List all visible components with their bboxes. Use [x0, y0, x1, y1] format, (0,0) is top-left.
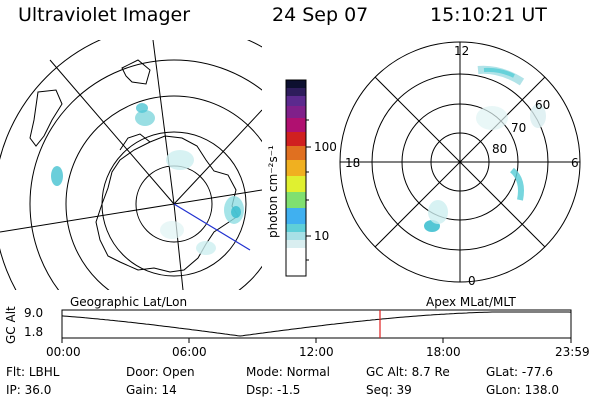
- aurora-emission-left: [51, 103, 244, 255]
- mlt-label-0: 0: [468, 274, 476, 288]
- status-gc-alt: GC Alt: 8.7 Re: [366, 365, 450, 379]
- mlt-label-6: 6: [571, 156, 579, 170]
- aurora-emission-right: [424, 65, 546, 232]
- colorbar-tick-10: 10: [314, 229, 330, 243]
- gc-altitude-plot: [61, 309, 572, 343]
- mlat-label-60: 60: [535, 98, 551, 112]
- timeline-ytick-min: 1.8: [24, 325, 44, 339]
- colorbar-unit-label: photon cm⁻²s⁻¹: [266, 145, 280, 238]
- lat-ring: [29, 59, 262, 290]
- status-door: Door: Open: [126, 365, 195, 379]
- colorbar: [285, 79, 311, 277]
- status-filter: Flt: LBHL: [6, 365, 60, 379]
- mlt-polar-plot: [339, 41, 581, 283]
- time-label: 15:10:21 UT: [430, 4, 547, 26]
- status-mode: Mode: Normal: [246, 365, 330, 379]
- timeline-frame: [61, 309, 572, 339]
- timeline-axis-title: GC Alt: [4, 306, 18, 344]
- look-direction-line: [173, 203, 251, 251]
- meridian-line: [49, 59, 175, 205]
- mlt-diagonal-line: [374, 76, 546, 248]
- meridian-line: [173, 203, 184, 290]
- meridian-line: [173, 189, 262, 205]
- status-gain: Gain: 14: [126, 383, 177, 397]
- mlat-label-70: 70: [511, 121, 527, 135]
- south-america-outline: [29, 89, 63, 147]
- timeline-ytick-max: 9.0: [24, 306, 44, 320]
- status-glon: GLon: 138.0: [486, 383, 559, 397]
- status-ip: IP: 36.0: [6, 383, 52, 397]
- timeline-xtick-1800: 18:00: [426, 345, 461, 359]
- mlt-label-18: 18: [345, 156, 361, 170]
- antarctica-coastline: [95, 135, 239, 273]
- mlat-label-80: 80: [492, 142, 508, 156]
- instrument-title: Ultraviolet Imager: [18, 4, 191, 26]
- timeline-xtick-0000: 00:00: [46, 345, 81, 359]
- meridian-line: [0, 203, 175, 233]
- status-glat: GLat: -77.6: [486, 365, 553, 379]
- status-seq: Seq: 39: [366, 383, 412, 397]
- timeline-xtick-2359: 23:59: [555, 345, 590, 359]
- colorbar-tick-100: 100: [314, 140, 337, 154]
- right-panel-title: Apex MLat/MLT: [426, 295, 516, 309]
- landmass-outline: [121, 59, 151, 85]
- timeline-xtick-1200: 12:00: [299, 345, 334, 359]
- date-label: 24 Sep 07: [272, 4, 369, 26]
- timeline-xtick-0600: 06:00: [172, 345, 207, 359]
- gc-altitude-curve: [61, 311, 572, 337]
- meridian-line: [152, 40, 175, 205]
- mlt-label-12: 12: [454, 44, 470, 58]
- lat-ring: [65, 95, 262, 290]
- meridian-line: [173, 109, 262, 205]
- status-dsp: Dsp: -1.5: [246, 383, 301, 397]
- peninsula-outline: [119, 133, 151, 151]
- left-panel-title: Geographic Lat/Lon: [70, 295, 188, 309]
- geographic-map: [0, 40, 262, 290]
